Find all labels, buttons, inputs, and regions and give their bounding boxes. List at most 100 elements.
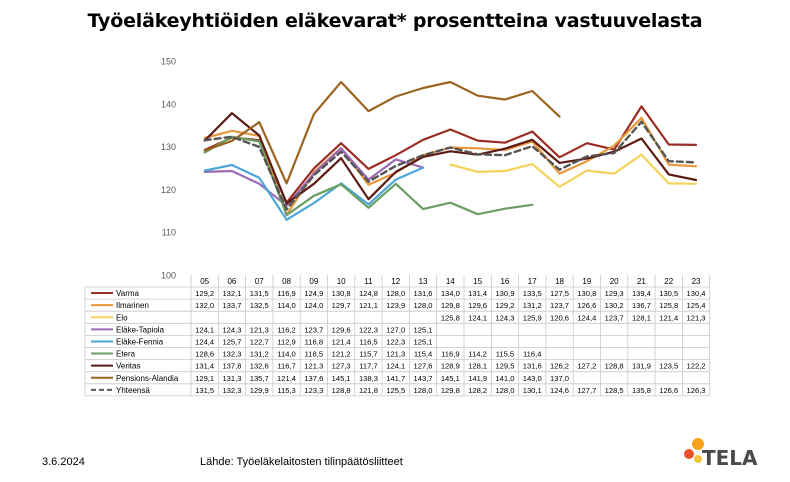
table-cell: 129,2: [195, 289, 214, 298]
tela-logo: [684, 438, 704, 463]
table-cell: 122,3: [359, 325, 378, 334]
table-cell: 124,4: [577, 313, 596, 322]
legend-label: Veritas: [116, 362, 140, 371]
table-cell: 137,8: [222, 362, 241, 371]
y-tick-label: 140: [161, 99, 176, 109]
x-tick-label: 21: [637, 277, 646, 286]
table-cell: 129,7: [332, 301, 351, 310]
table-cell: 129,3: [605, 289, 624, 298]
table-cell: 114,0: [277, 301, 295, 310]
table-cell: 121,3: [250, 325, 269, 334]
table-cell: 127,0: [386, 325, 405, 334]
table-cell: 123,7: [605, 313, 624, 322]
table-cell: 126,3: [687, 386, 706, 395]
table-cell: 132,3: [222, 350, 241, 359]
logo-dot-icon: [684, 449, 694, 459]
table-cell: 128,6: [195, 350, 214, 359]
table-cell: 134,0: [441, 289, 460, 298]
table-cell: 121,3: [687, 313, 706, 322]
table-cell: 139,4: [632, 289, 651, 298]
table-cell: 131,6: [414, 289, 433, 298]
table-cell: 116,9: [277, 289, 295, 298]
table-cell: 128,0: [414, 301, 433, 310]
x-tick-label: 11: [364, 277, 373, 286]
table-cell: 121,4: [332, 337, 351, 346]
series-line-yhteens-: [203, 120, 698, 211]
table-cell: 123,3: [304, 386, 323, 395]
table-cell: 124,1: [195, 325, 214, 334]
legend-label: Varma: [116, 289, 140, 298]
table-cell: 125,1: [414, 325, 433, 334]
legend-label: Etera: [116, 350, 136, 359]
table-cell: 116,7: [277, 362, 295, 371]
table-cell: 129,1: [195, 374, 214, 383]
logo-dot-icon: [694, 455, 702, 463]
table-cell: 128,8: [332, 386, 351, 395]
x-tick-label: 22: [664, 277, 673, 286]
table-cell: 116,5: [359, 337, 377, 346]
table-cell: 145,1: [332, 374, 351, 383]
table-cell: 125,7: [222, 337, 241, 346]
table-cell: 123,9: [386, 301, 405, 310]
table-cell: 129,6: [332, 325, 351, 334]
table-cell: 129,9: [250, 386, 269, 395]
table-cell: 121,4: [277, 374, 296, 383]
table-cell: 131,2: [250, 350, 269, 359]
table-cell: 130,1: [523, 386, 542, 395]
table-cell: 138,3: [359, 374, 378, 383]
x-tick-label: 17: [528, 277, 537, 286]
legend-label: Ilmarinen: [116, 301, 149, 310]
table-cell: 125,8: [659, 301, 678, 310]
table-cell: 130,9: [495, 289, 514, 298]
series-line-pensions-alandia: [203, 80, 561, 185]
table-cell: 143,7: [414, 374, 433, 383]
table-cell: 124,6: [550, 386, 569, 395]
table-cell: 121,3: [304, 362, 323, 371]
x-tick-label: 14: [446, 277, 455, 286]
table-cell: 121,3: [386, 350, 405, 359]
x-tick-label: 10: [337, 277, 346, 286]
table-cell: 121,2: [332, 350, 351, 359]
x-tick-label: 07: [255, 277, 264, 286]
table-cell: 115,4: [414, 350, 432, 359]
table-cell: 115,7: [359, 350, 377, 359]
table-cell: 124,4: [195, 337, 214, 346]
table-cell: 128,1: [632, 313, 651, 322]
table-cell: 131,3: [222, 374, 241, 383]
table-cell: 131,5: [195, 386, 214, 395]
table-cell: 132,1: [222, 289, 241, 298]
legend-label: Yhteensä: [116, 386, 150, 395]
table-cell: 132,0: [195, 301, 214, 310]
table-cell: 116,2: [277, 325, 295, 334]
table-cell: 121,1: [359, 301, 378, 310]
table-cell: 137,0: [550, 374, 569, 383]
table-cell: 124,3: [222, 325, 241, 334]
table-cell: 126,2: [550, 362, 569, 371]
table-cell: 136,7: [632, 301, 651, 310]
table-cell: 124,1: [386, 362, 405, 371]
table-cell: 116,9: [441, 350, 459, 359]
y-axis: 100 110 120 130 140 150: [161, 57, 176, 281]
table-cell: 125,1: [414, 337, 433, 346]
table-cell: 143,0: [523, 374, 542, 383]
x-tick-label: 19: [582, 277, 591, 286]
legend-label: Eläke-Tapiola: [116, 325, 165, 334]
y-tick-label: 120: [161, 185, 176, 195]
table-cell: 120,6: [550, 313, 569, 322]
table-cell: 122,3: [386, 337, 405, 346]
table-cell: 145,1: [441, 374, 460, 383]
table-cell: 128,1: [468, 362, 487, 371]
table-cell: 131,6: [523, 362, 542, 371]
table-cell: 129,2: [495, 301, 514, 310]
table-cell: 126,6: [659, 386, 678, 395]
y-tick-label: 100: [161, 271, 176, 281]
table-cell: 114,2: [468, 350, 486, 359]
table-cell: 124,1: [468, 313, 487, 322]
table-cell: 125,8: [441, 313, 460, 322]
table-cell: 114,0: [277, 350, 295, 359]
table-cell: 131,9: [632, 362, 651, 371]
table-cell: 141,0: [495, 374, 514, 383]
table-cell: 128,5: [605, 386, 624, 395]
table-cell: 116,8: [305, 337, 323, 346]
